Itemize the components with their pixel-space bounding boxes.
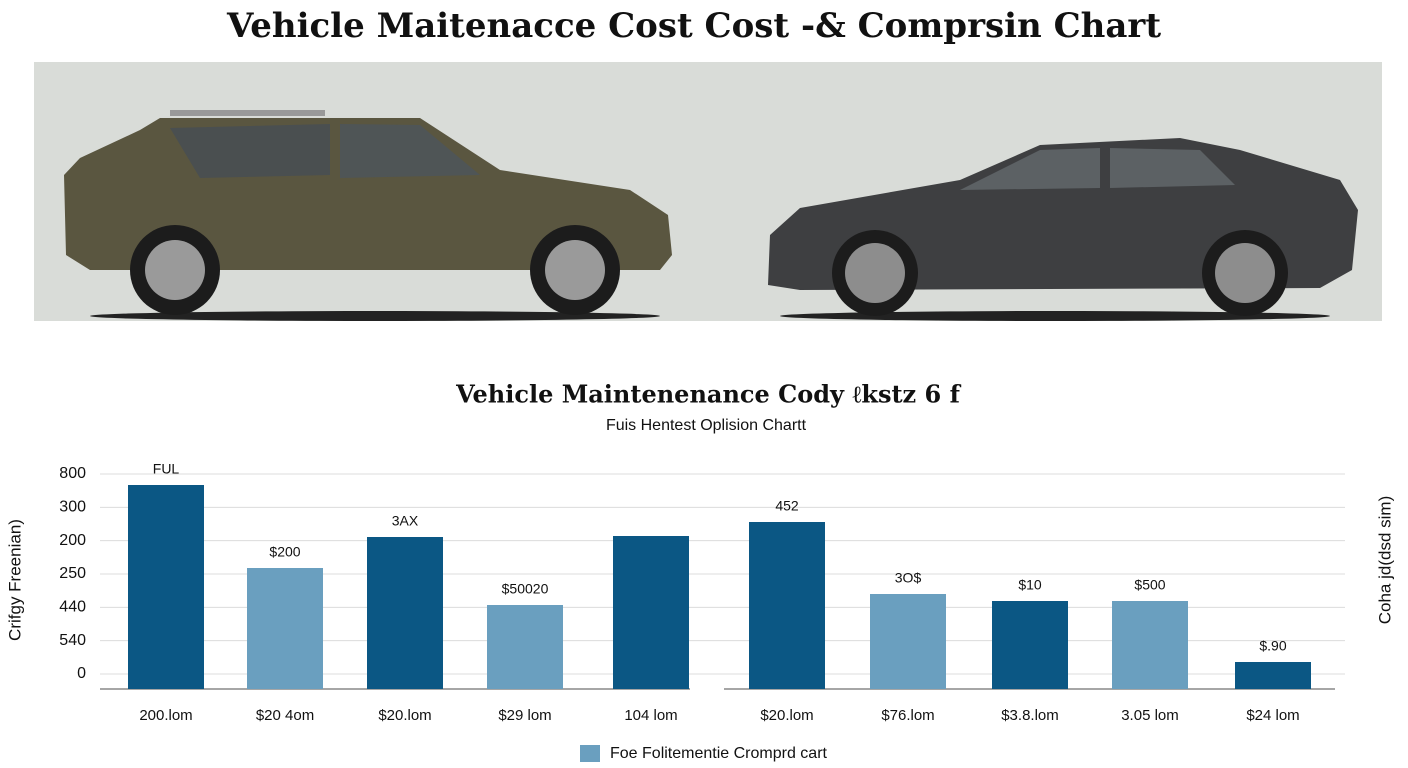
bar-annotation: $.90 bbox=[1259, 638, 1286, 654]
bar bbox=[992, 601, 1068, 689]
x-tick-label: 3.05 lom bbox=[1121, 707, 1179, 724]
bar-annotation: $200 bbox=[269, 544, 300, 560]
y2-axis-label: Coha jd(dsd sim) bbox=[1375, 496, 1394, 625]
bar-annotation: $50020 bbox=[502, 581, 549, 597]
chart-subtitle: Fuis Hentest Oplision Chartt bbox=[606, 417, 807, 434]
bar-annotation: 3O$ bbox=[895, 570, 922, 586]
bar-annotation: FUL bbox=[153, 461, 180, 477]
y-tick-label: 440 bbox=[59, 599, 86, 616]
y-tick-label: 540 bbox=[59, 632, 86, 649]
bar bbox=[870, 594, 946, 689]
bar bbox=[749, 522, 825, 689]
x-tick-label: $24 lom bbox=[1246, 707, 1299, 724]
x-tick-label: 200.lom bbox=[139, 707, 192, 724]
legend-swatch bbox=[580, 745, 600, 762]
x-tick-label: $29 lom bbox=[498, 707, 551, 724]
y-tick-label: 300 bbox=[59, 499, 86, 516]
bar-annotation: 452 bbox=[775, 498, 799, 514]
bar bbox=[613, 536, 689, 689]
legend-label: Foe Folitementie Cromprd cart bbox=[610, 745, 828, 762]
chart-title: Vehicle Maintenenance Cody ℓkstz 6 f bbox=[455, 380, 962, 409]
y-tick-label: 200 bbox=[59, 532, 86, 549]
y-axis-label: Crifgy Freenian) bbox=[5, 519, 24, 641]
bar bbox=[367, 537, 443, 689]
x-tick-label: $76.lom bbox=[881, 707, 934, 724]
x-tick-label: $20 4om bbox=[256, 707, 314, 724]
bar bbox=[1235, 662, 1311, 689]
x-tick-label: 104 lom bbox=[624, 707, 677, 724]
bar-annotation: 3AX bbox=[392, 513, 419, 529]
x-tick-label: $3.8.lom bbox=[1001, 707, 1059, 724]
bar bbox=[128, 485, 204, 689]
bar bbox=[487, 605, 563, 689]
x-tick-label: $20.lom bbox=[760, 707, 813, 724]
bar-annotation: $500 bbox=[1134, 577, 1165, 593]
x-tick-label: $20.lom bbox=[378, 707, 431, 724]
bar-annotation: $10 bbox=[1018, 577, 1042, 593]
vehicle-image bbox=[34, 62, 1382, 321]
y-tick-label: 0 bbox=[77, 665, 86, 682]
page-title: Vehicle Maitenacce Cost Cost -& Comprsin… bbox=[226, 6, 1161, 46]
bar bbox=[247, 568, 323, 689]
bar bbox=[1112, 601, 1188, 689]
y-tick-label: 250 bbox=[59, 565, 86, 582]
y-tick-label: 800 bbox=[59, 465, 86, 482]
